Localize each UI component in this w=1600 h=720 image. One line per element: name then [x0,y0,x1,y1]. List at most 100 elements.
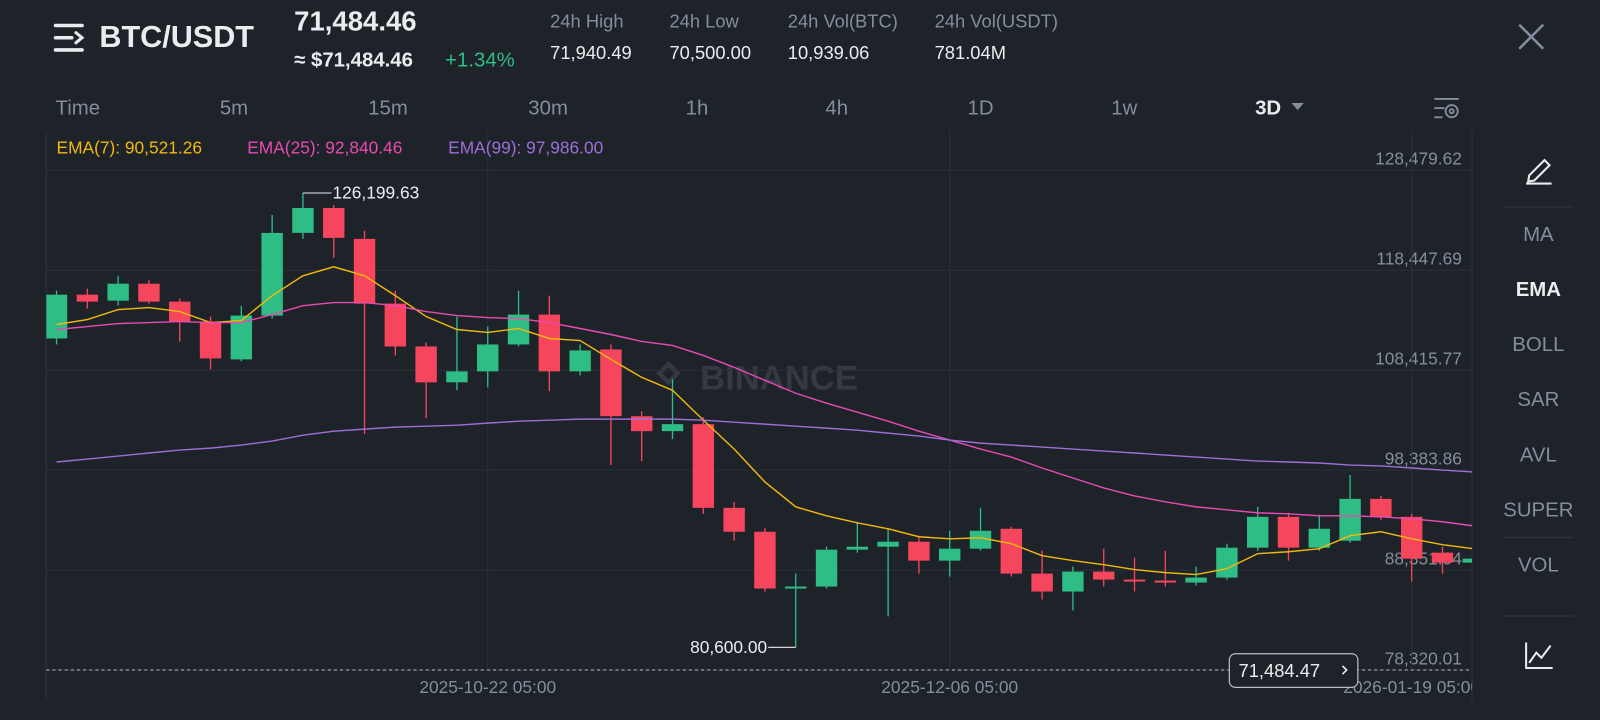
timeframe-tab[interactable]: 3D [1255,98,1281,120]
stat-label: 24h Low [669,10,739,31]
timeframe-tab[interactable]: 15m [368,98,408,120]
dropdown-caret [1291,103,1304,111]
candle-body [1031,573,1053,592]
indicator-tab[interactable]: BOLL [1512,334,1564,356]
candle-body [600,349,622,417]
candle-body [692,424,715,508]
price-change: +1.34% [445,50,515,72]
candle-body [46,294,68,339]
candle-body [323,207,345,238]
indicator-tab[interactable]: VOL [1518,554,1559,576]
ema-line [56,301,1473,527]
y-tick-label: 128,479.62 [1375,149,1462,169]
indicator-tab[interactable]: SAR [1517,389,1559,411]
candle-body [384,303,407,347]
min-label: 80,600.00 [690,637,767,657]
candle-body [1062,571,1084,592]
stat-value: 10,939.06 [788,42,870,63]
candle-body [538,314,561,372]
y-tick-label: 118,447.69 [1376,249,1461,269]
candle-body [1431,552,1454,563]
timeframe-tab[interactable]: 30m [528,98,568,120]
x-tick-label: 2025-12-06 05:00 [881,677,1018,697]
timeframe-tab[interactable]: 1h [686,98,709,120]
close-button[interactable] [1518,24,1544,50]
legend-entry: EMA(7): 90,521.26 [57,137,202,157]
price-tag-chevron [1341,665,1348,675]
candle-body [723,507,745,532]
candle-body [1400,516,1423,559]
candle-body [446,371,468,383]
candle-body [138,283,160,302]
candle-body [1123,579,1146,582]
candle-body [1308,528,1331,548]
candle-body [846,546,869,550]
pair-title: BTC/USDT [99,20,254,54]
overlay: EMA(7): 90,521.26 EMA(25): 92,840.46 EMA(9… [46,137,1473,688]
candle-body [1370,498,1392,517]
candle-body [292,207,314,233]
candle-body [199,321,222,359]
stat-label: 24h Vol(BTC) [788,10,898,31]
ema-line [56,266,1473,576]
candle-body [415,346,437,383]
x-tick-label: 2026-01-19 05:00 [1343,677,1480,697]
watermark-text: BINANCE [700,360,858,398]
price-tag[interactable] [1228,653,1359,688]
stat-label: 24h Vol(USDT) [935,10,1058,31]
candle-body [661,424,684,432]
candle-body [1185,577,1207,583]
draw-tool-icon[interactable] [1526,158,1552,185]
candle-body [939,548,961,561]
price-tag-label: 71,484.47 [1239,660,1321,681]
candle-body [76,294,99,302]
stat-label: 24h High [550,10,623,31]
candle-body [261,232,283,316]
timeframe-tab[interactable]: 4h [825,98,848,120]
timeframe-tab[interactable]: 5m [220,98,248,120]
candle-body [1216,547,1238,578]
y-tick-label: 108,415.77 [1375,349,1462,369]
plot-area: 128,479.62 118,447.69 108,415.77 98,383.86 8… [46,130,1480,697]
candle-body [1000,528,1023,574]
legend-entry: EMA(25): 92,840.46 [247,137,402,157]
legend-entry: EMA(99): 97,986.00 [448,137,603,157]
indicator-tab[interactable]: MA [1523,224,1554,246]
indicator-chart-icon[interactable] [1525,642,1553,670]
indicator-tab[interactable]: AVL [1520,444,1557,466]
timeframe-tab[interactable]: 1w [1111,98,1137,120]
candle-body [908,541,930,561]
candle-body [815,549,838,587]
y-tick-label: 78,320.01 [1385,648,1462,668]
chart-settings-icon[interactable] [1434,98,1459,119]
candle-body [569,350,591,372]
candle-body [107,283,129,301]
candle-body [1154,580,1177,583]
stat-value: 71,940.49 [550,42,632,63]
candle-body [785,586,807,589]
candle-body [1246,516,1269,548]
candle-body [754,531,776,589]
ema-line [56,418,1473,473]
candle-body [631,416,653,432]
candle-body [877,541,899,547]
x-tick-label: 2025-10-22 05:00 [419,677,556,697]
candle-body [230,315,253,360]
candle-body [507,314,530,345]
menu-icon[interactable] [53,23,85,52]
y-tick-label: 98,383.86 [1385,449,1462,469]
candle-body [477,344,499,372]
candle-body [1339,498,1361,541]
indicator-tab[interactable]: SUPER [1503,499,1573,521]
timeframe-tab[interactable]: 1D [967,98,993,120]
indicator-tab[interactable]: EMA [1516,279,1562,301]
timeframe-tab[interactable]: Time [56,98,101,120]
candle-body [969,530,992,549]
stat-value: 781.04M [935,42,1006,63]
candle-body [353,238,376,304]
fiat-price: ≈ $71,484.46 [294,50,413,72]
stat-value: 70,500.00 [669,42,751,63]
max-label: 126,199.63 [333,183,420,203]
